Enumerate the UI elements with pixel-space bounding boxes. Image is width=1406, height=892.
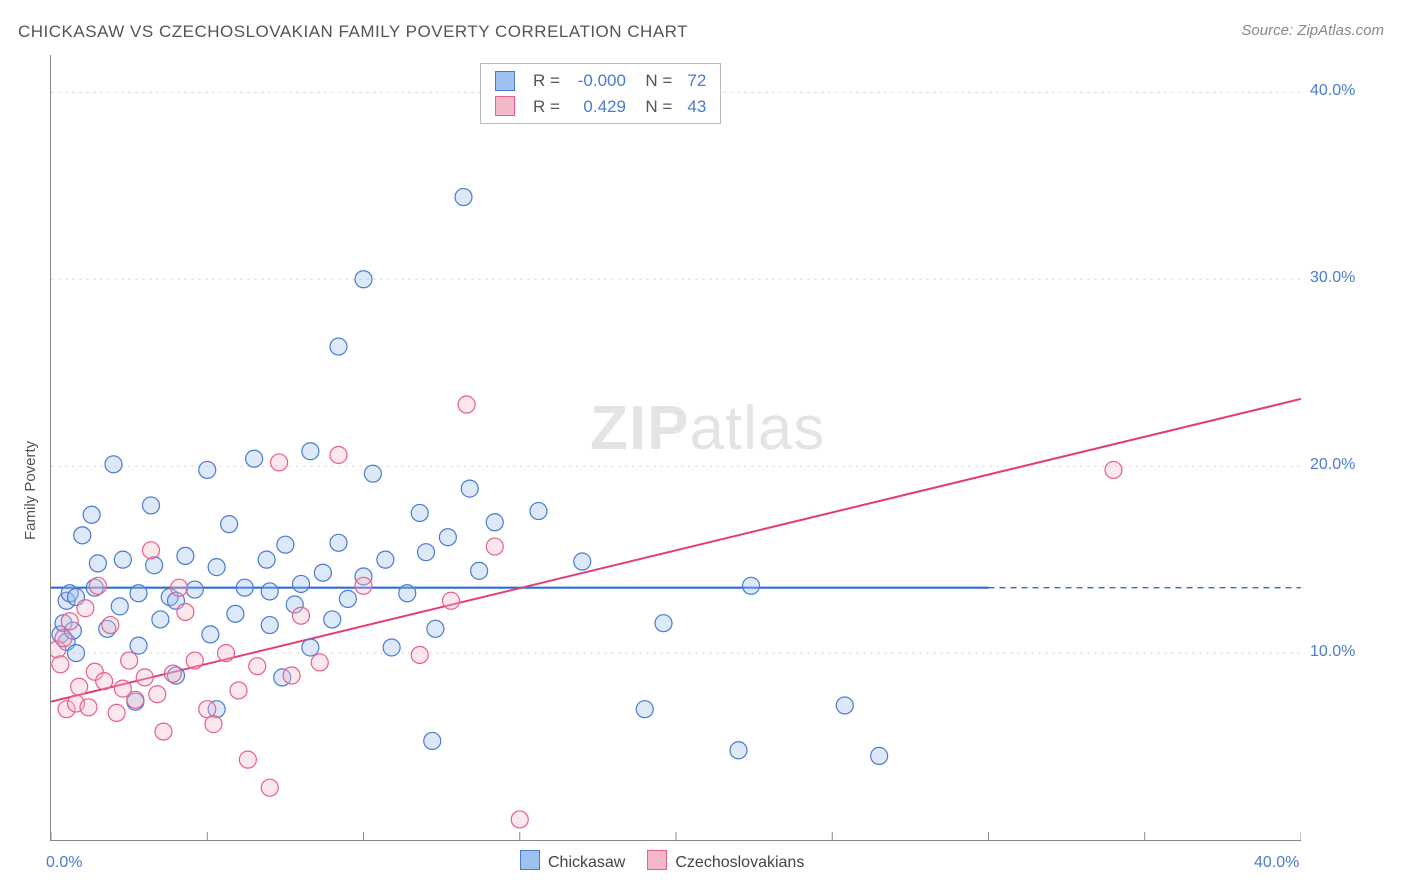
chart-title: CHICKASAW VS CZECHOSLOVAKIAN FAMILY POVE… xyxy=(18,22,688,42)
x-tick-label: 0.0% xyxy=(46,854,82,872)
legend-label: Czechoslovakians xyxy=(675,854,804,871)
series-legend: Chickasaw Czechoslovakians xyxy=(520,850,804,872)
legend-label: Chickasaw xyxy=(548,854,625,871)
legend-item-czech: Czechoslovakians xyxy=(647,850,804,872)
y-tick-label: 40.0% xyxy=(1310,82,1355,100)
scatter-plot xyxy=(50,55,1301,841)
r-value: -0.000 xyxy=(570,68,626,94)
rlegend-row-czech: R = 0.429 N = 43 xyxy=(495,94,706,120)
legend-swatch xyxy=(647,850,667,870)
source-label: Source: ZipAtlas.com xyxy=(1241,22,1384,39)
legend-item-chickasaw: Chickasaw xyxy=(520,850,625,872)
legend-swatch xyxy=(495,71,515,91)
x-tick-label: 40.0% xyxy=(1254,854,1299,872)
rlegend-row-chickasaw: R = -0.000 N = 72 xyxy=(495,68,706,94)
n-value: 43 xyxy=(682,94,706,120)
y-tick-label: 10.0% xyxy=(1310,643,1355,661)
n-value: 72 xyxy=(682,68,706,94)
y-tick-label: 30.0% xyxy=(1310,269,1355,287)
y-tick-label: 20.0% xyxy=(1310,456,1355,474)
y-axis-label: Family Poverty xyxy=(22,441,39,540)
r-value: 0.429 xyxy=(570,94,626,120)
correlation-legend: R = -0.000 N = 72R = 0.429 N = 43 xyxy=(480,63,721,124)
legend-swatch xyxy=(520,850,540,870)
legend-swatch xyxy=(495,96,515,116)
chart-container: CHICKASAW VS CZECHOSLOVAKIAN FAMILY POVE… xyxy=(0,0,1406,892)
